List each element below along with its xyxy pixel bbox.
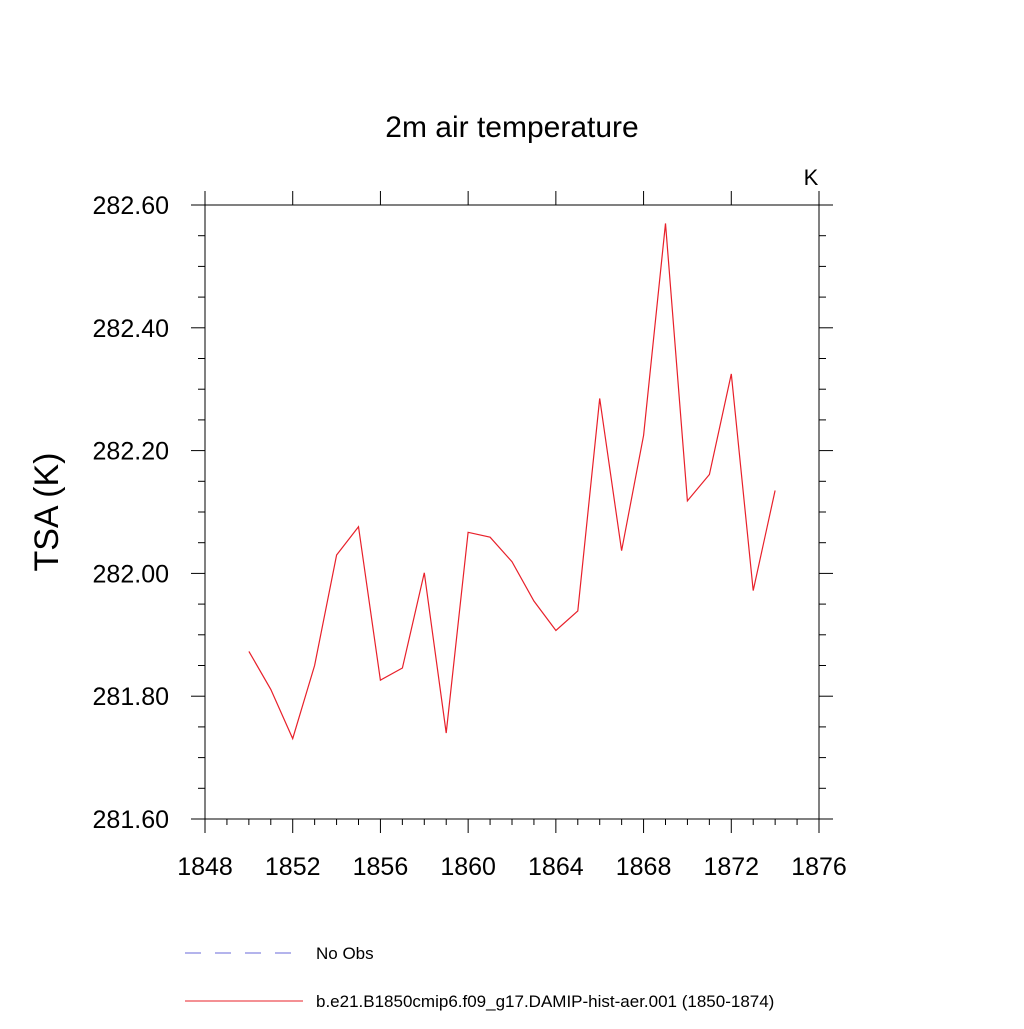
y-tick-label: 281.80 bbox=[93, 683, 169, 711]
legend-label: No Obs bbox=[316, 944, 374, 963]
legend: No Obs b.e21.B1850cmip6.f09_g17.DAMIP-his… bbox=[185, 944, 774, 1011]
y-tick-label: 282.40 bbox=[93, 315, 169, 343]
x-tick-label: 1860 bbox=[440, 853, 496, 881]
plot-frame bbox=[204, 204, 820, 820]
series-line bbox=[248, 223, 776, 741]
x-tick-label: 1872 bbox=[703, 853, 759, 881]
y-axis-label: TSA (K) bbox=[28, 452, 66, 571]
legend-label: b.e21.B1850cmip6.f09_g17.DAMIP-hist-aer.… bbox=[316, 992, 774, 1011]
y-tick-label: 281.60 bbox=[93, 806, 169, 834]
y-tick-label: 282.00 bbox=[93, 560, 169, 588]
axes-layer: 1848 1852 1856 1860 1864 1868 1872 1876 281.60 28… bbox=[93, 191, 847, 881]
series-layer bbox=[248, 223, 776, 741]
x-tick-label: 1848 bbox=[177, 853, 233, 881]
chart-title: 2m air temperature bbox=[385, 111, 638, 144]
y-tick-label: 282.60 bbox=[93, 192, 169, 220]
x-tick-label: 1864 bbox=[528, 853, 584, 881]
units-label: K bbox=[804, 165, 819, 190]
x-tick-label: 1868 bbox=[616, 853, 672, 881]
x-tick-label: 1856 bbox=[353, 853, 409, 881]
x-tick-label: 1876 bbox=[791, 853, 847, 881]
y-tick-label: 282.20 bbox=[93, 438, 169, 466]
x-tick-label: 1852 bbox=[265, 853, 321, 881]
